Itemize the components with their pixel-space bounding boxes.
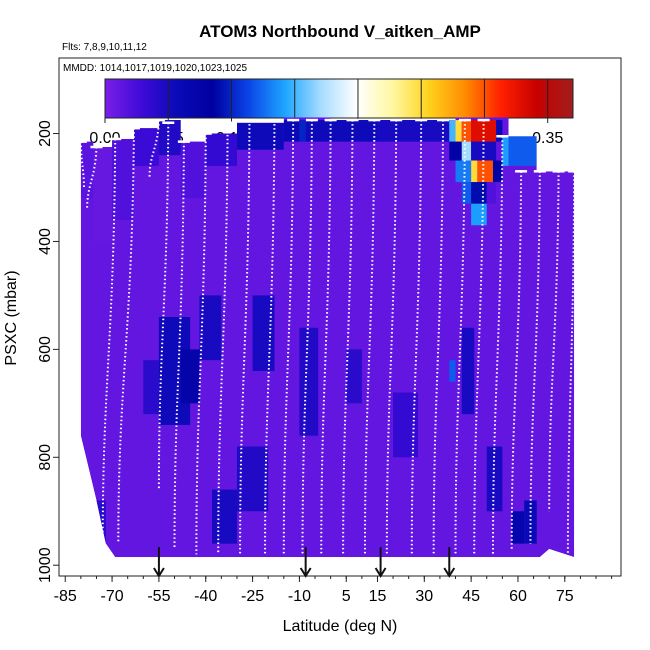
x-axis: -85 -70 -55 -40 -25 -10 5 15 30 45 60 75 (54, 576, 613, 605)
heatmap-cells (80, 117, 575, 558)
heatmap-cell (180, 141, 206, 199)
flight-profile (195, 133, 207, 555)
x-tick-label: -55 (147, 588, 170, 605)
flight-profile (79, 141, 85, 188)
flight-profile (491, 136, 504, 555)
heatmap-cell (133, 128, 159, 166)
x-tick-label: -10 (288, 588, 311, 605)
colorbar-strip (104, 78, 574, 119)
heatmap-cell (461, 120, 472, 142)
heatmap-cell (471, 141, 497, 161)
dates-label: MMDD: 1014,1017,1019,1020,1023,1025 (63, 63, 247, 74)
heatmap-cell (346, 349, 362, 404)
y-axis: 200 400 600 800 1000 (37, 120, 59, 583)
heatmap-cell (299, 327, 319, 436)
flight-profile (566, 171, 576, 555)
heatmap-cell (80, 141, 94, 199)
y-axis-label: PSXC (mbar) (3, 270, 20, 365)
heatmap-cell (461, 141, 472, 161)
heatmap-cell (449, 141, 462, 161)
x-tick-label: 5 (342, 588, 351, 605)
heatmap-cell (211, 489, 237, 544)
flight-profile (217, 122, 229, 555)
heatmap-cell (93, 147, 113, 242)
y-tick-label: 800 (37, 444, 54, 471)
flights-label: Flts: 7,8,9,10,11,12 (62, 42, 147, 53)
colorbar (104, 78, 574, 119)
colorbar-tick-label: 0.35 (532, 130, 563, 147)
heatmap-cell (236, 122, 284, 150)
x-tick-label: -40 (194, 588, 217, 605)
chart-title: ATOM3 Northbound V_aitken_AMP (199, 22, 481, 41)
heatmap-cell (305, 120, 378, 142)
flight-profiles (74, 118, 581, 555)
heatmap-cell (449, 360, 456, 382)
profile-arrowhead (443, 567, 456, 578)
x-tick-label: 15 (369, 588, 387, 605)
heatmap-cell (236, 446, 269, 512)
plot-frame (58, 57, 622, 577)
heatmap-cell (502, 136, 509, 166)
heatmap-cell (377, 120, 450, 142)
heatmap-cell (471, 120, 497, 142)
y-tick-label: 400 (37, 228, 54, 255)
heatmap-cell (486, 182, 497, 204)
x-tick-label: -25 (241, 588, 264, 605)
heatmap-cell (477, 160, 493, 183)
x-tick-label: 75 (556, 588, 574, 605)
heatmap-cell (180, 349, 200, 404)
heatmap-cell (471, 203, 487, 226)
heatmap-cell (112, 138, 134, 220)
flight-profile (529, 171, 541, 544)
flight-profile (101, 138, 117, 544)
heatmap-cell (524, 500, 537, 544)
y-tick-label: 600 (37, 336, 54, 363)
heatmap-cell (496, 120, 503, 142)
heatmap-cell (471, 160, 478, 183)
heatmap-cell (461, 182, 472, 204)
heatmap-cell (492, 160, 503, 183)
heatmap-cell (252, 295, 275, 371)
x-tick-label: 45 (462, 588, 480, 605)
flight-profile (548, 171, 560, 512)
flight-profile (157, 122, 170, 490)
flight-profile (86, 147, 98, 210)
heatmap-cell (455, 120, 462, 142)
heatmap-cell (511, 511, 525, 544)
x-tick-label: -70 (101, 588, 124, 605)
heatmap-cell (199, 295, 222, 361)
flight-profile (148, 120, 160, 177)
profile-arrows (153, 547, 456, 578)
y-tick-label: 200 (37, 120, 54, 147)
heatmap-cell (486, 446, 503, 512)
heatmap-layer (80, 117, 575, 558)
heatmap-cell (283, 120, 300, 142)
heatmap-cell (158, 120, 181, 156)
heatmap-cell (471, 182, 487, 204)
x-tick-label: -85 (54, 588, 77, 605)
x-tick-label: 30 (415, 588, 433, 605)
heatmap-cell (461, 327, 475, 415)
heatmap-cell (299, 120, 306, 142)
heatmap-cell (508, 136, 537, 166)
heatmap-cell (455, 160, 472, 183)
x-tick-label: 60 (509, 588, 527, 605)
y-tick-label: 1000 (37, 547, 54, 583)
x-axis-label: Latitude (deg N) (283, 618, 398, 635)
heatmap-cell (143, 360, 159, 415)
profile-arrowhead (299, 567, 312, 578)
heatmap-cell (449, 120, 456, 142)
profile-arrowhead (374, 567, 387, 578)
heatmap-cell (205, 133, 237, 166)
